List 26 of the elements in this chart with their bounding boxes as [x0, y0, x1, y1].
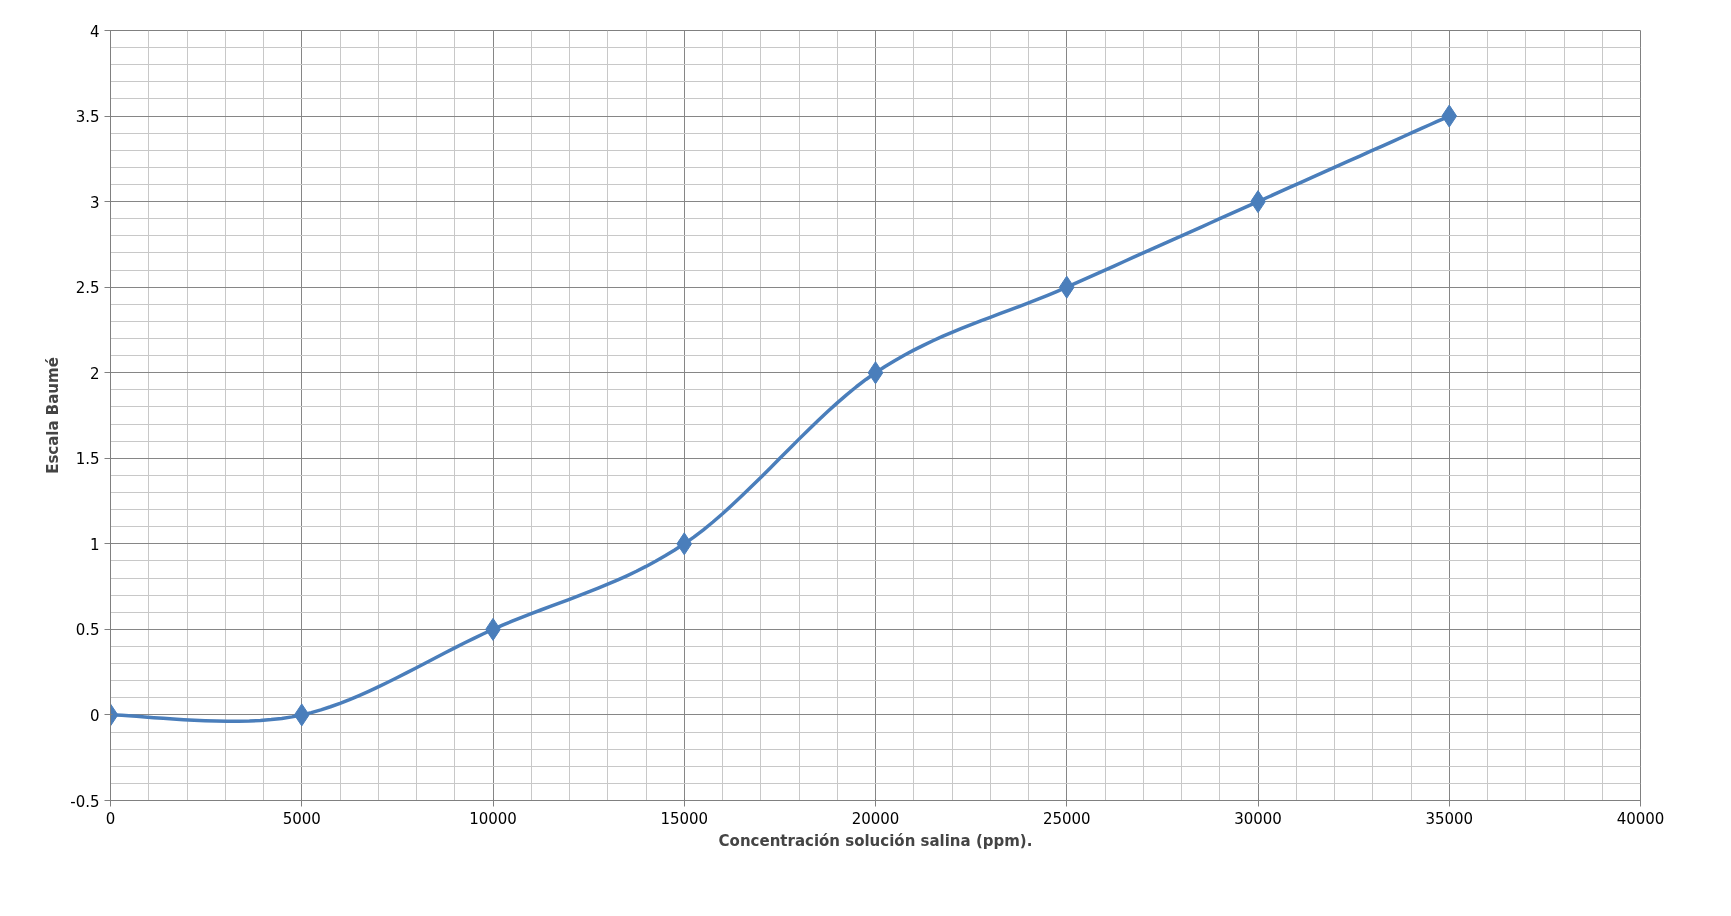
y-tick-label: -0.5 — [70, 792, 100, 811]
y-tick-label: 1 — [89, 535, 100, 554]
y-tick-label: 3.5 — [75, 108, 100, 127]
x-tick-label: 30000 — [1234, 809, 1282, 828]
x-tick-label: 15000 — [660, 809, 709, 828]
x-tick-label: 0 — [105, 809, 116, 828]
x-tick-label: 5000 — [282, 809, 321, 828]
y-tick-label: 2.5 — [75, 279, 100, 298]
x-tick-label: 20000 — [851, 809, 900, 828]
x-tick-label: 10000 — [469, 809, 517, 828]
y-tick-label: 0 — [89, 706, 100, 725]
y-tick-label: 2 — [89, 364, 100, 383]
point — [1058, 275, 1075, 299]
y-tick-label: 0.5 — [75, 621, 100, 640]
x-axis-title: Concentración solución salina (ppm). — [718, 831, 1033, 850]
y-tick-label: 3 — [89, 193, 100, 212]
x-tick-label: 35000 — [1425, 809, 1474, 828]
point — [867, 361, 884, 385]
y-axis-title: Escala Baumé — [44, 357, 63, 474]
point — [293, 703, 310, 727]
point — [1441, 104, 1458, 128]
point — [676, 532, 693, 556]
y-tick-label: 4 — [89, 22, 100, 41]
x-tick-label: 40000 — [1616, 809, 1665, 828]
y-tick-label: 1.5 — [75, 450, 100, 469]
x-tick-label: 25000 — [1042, 809, 1091, 828]
